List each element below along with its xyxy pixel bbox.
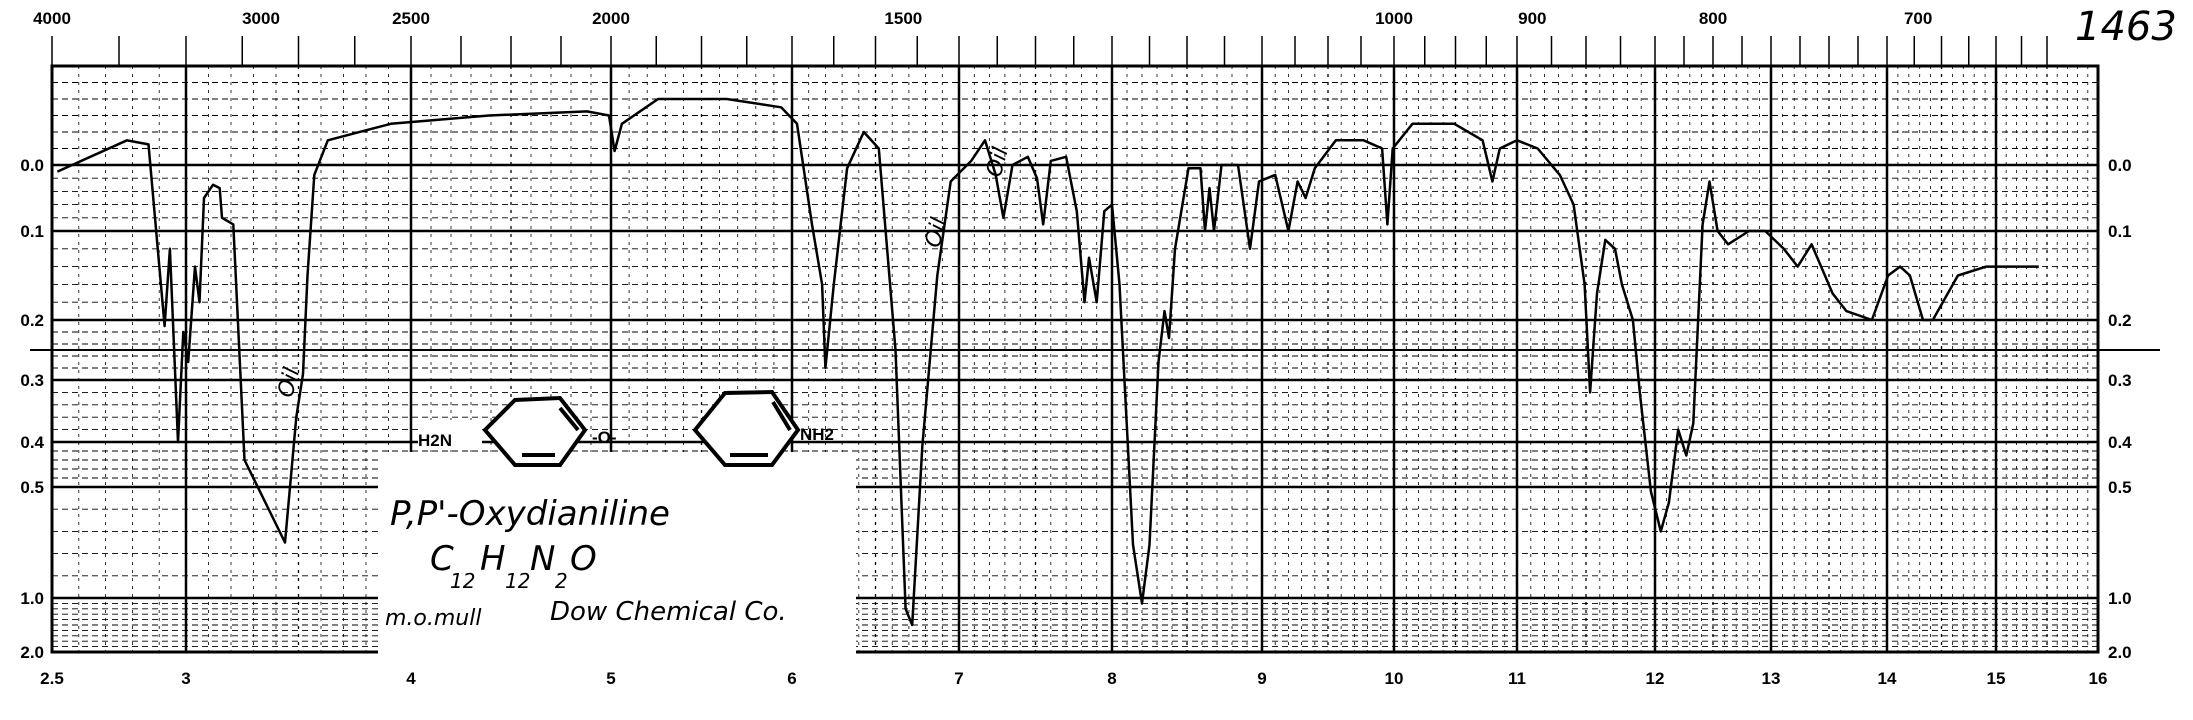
wavelength-tick-label: 2.5 [40,669,64,688]
molecular-formula: C 12 H 12 N 2 O [430,539,597,593]
wavenumber-tick-label: 900 [1518,9,1546,28]
absorbance-tick-label: 0.3 [20,371,44,390]
sheet-number: 1463 [2075,4,2177,50]
absorbance-tick-label: 2.0 [20,643,44,662]
formula-c-count: 12 [450,569,475,593]
absorbance-tick-label: 0.3 [2108,371,2132,390]
formula-n: N [530,539,555,579]
absorbance-tick-label: 0.4 [2108,433,2132,452]
compound-name: P,P'-Oxydianiline [390,494,670,534]
wavenumber-tick-label: 700 [1904,9,1932,28]
absorbance-tick-label: 2.0 [2108,643,2132,662]
wavenumber-tick-label: 3000 [242,9,280,28]
wavenumber-tick-label: 4000 [33,9,71,28]
formula-n-count: 2 [555,569,568,593]
amine-group-right: NH2 [800,425,834,444]
source-lab: Dow Chemical Co. [550,597,787,627]
formula-o: O [570,539,597,579]
absorbance-tick-label: 1.0 [2108,589,2132,608]
wavelength-tick-label: 13 [1762,669,1781,688]
wavelength-tick-label: 7 [954,669,963,688]
wavelength-tick-label: 8 [1107,669,1116,688]
absorbance-tick-label: 0.0 [2108,156,2132,175]
absorbance-axis-left: 0.0 0.1 0.2 0.3 0.4 0.5 1.0 2.0 [20,156,44,662]
wavelength-tick-label: 3 [181,669,190,688]
absorbance-tick-label: 1.0 [20,589,44,608]
wavelength-tick-label: 5 [606,669,615,688]
absorbance-tick-label: 0.1 [20,222,44,241]
formula-h: H [480,539,506,579]
formula-c: C [430,539,454,579]
benzene-ring-right [692,389,801,467]
wavelength-tick-label: 6 [787,669,796,688]
wavelength-tick-label: 4 [406,669,416,688]
absorbance-tick-label: 0.2 [20,311,44,330]
wavelength-tick-label: 15 [1987,669,2006,688]
chemical-structure: H2N -O- NH2 [418,389,834,467]
label-card [378,452,856,657]
wavenumber-tick-label: 2000 [592,9,630,28]
absorbance-axis-right: 0.0 0.1 0.2 0.3 0.4 0.5 1.0 2.0 [2108,156,2132,662]
wavenumber-axis: 4000 3000 2500 2000 1500 1000 900 800 700 [33,9,2048,66]
absorbance-tick-label: 0.0 [20,156,44,175]
absorbance-tick-label: 0.1 [2108,222,2132,241]
wavelength-axis: 2.5 3 4 5 6 7 8 9 10 11 12 13 14 15 16 [40,669,2107,688]
formula-h-count: 12 [505,569,530,593]
plot-frame [50,64,2100,654]
absorbance-tick-label: 0.5 [20,478,44,497]
benzene-ring-left [482,395,588,467]
wavenumber-tick-label: 1500 [884,9,922,28]
spectrum-trace [56,97,2039,627]
wavelength-tick-label: 11 [1508,669,1526,688]
wavelength-tick-label: 14 [1878,669,1897,688]
wavelength-tick-label: 16 [2089,669,2108,688]
absorbance-tick-label: 0.5 [2108,478,2132,497]
wavelength-tick-label: 12 [1646,669,1665,688]
wavenumber-tick-label: 2500 [392,9,430,28]
wavelength-tick-label: 10 [1385,669,1404,688]
wavenumber-tick-label: 800 [1699,9,1727,28]
wavelength-tick-label: 9 [1257,669,1266,688]
amine-group-left: H2N [418,431,452,450]
absorbance-tick-label: 0.4 [20,433,44,452]
absorbance-tick-label: 0.2 [2108,311,2132,330]
wavenumber-tick-label: 1000 [1375,9,1413,28]
sample-prep: m.o.mull [385,606,481,631]
ether-bridge: -O- [592,428,617,447]
grid [30,64,2160,654]
